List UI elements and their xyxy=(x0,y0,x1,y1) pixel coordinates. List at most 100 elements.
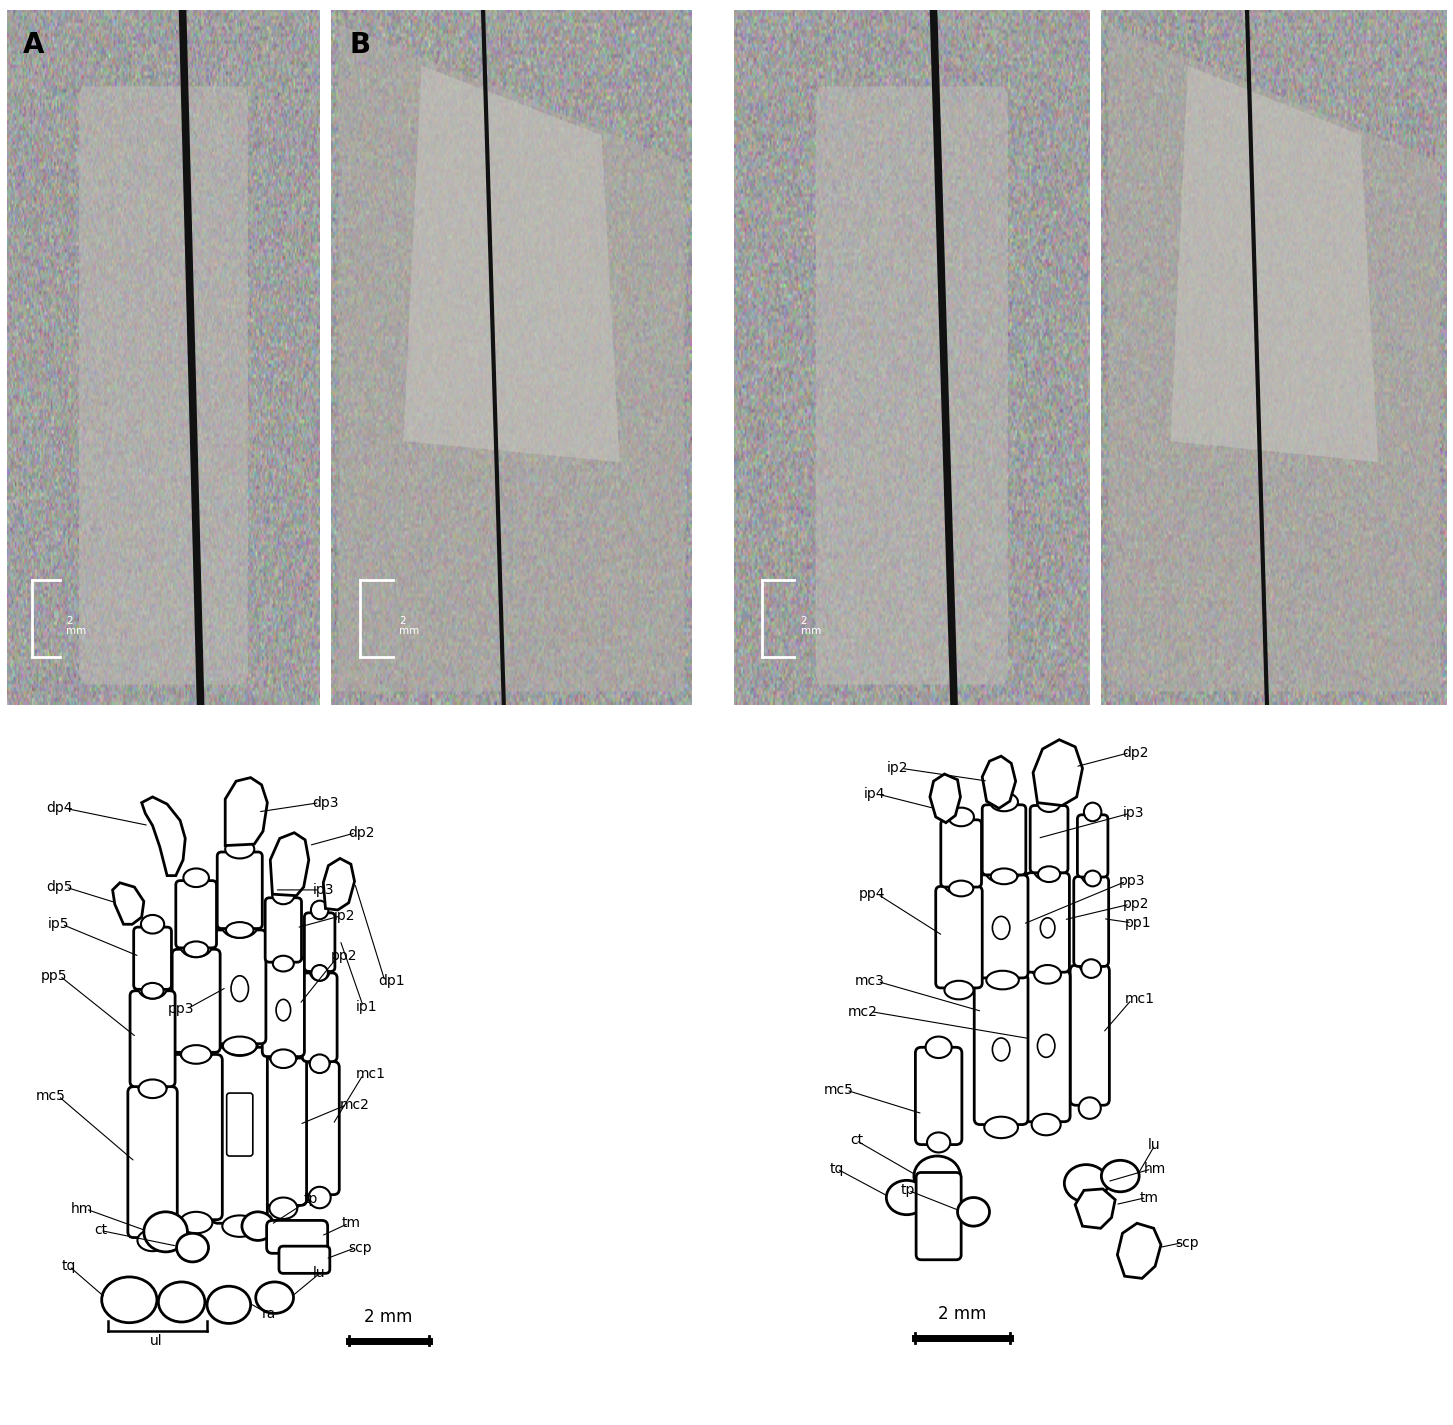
Ellipse shape xyxy=(944,980,974,999)
Polygon shape xyxy=(225,778,267,845)
Text: ct: ct xyxy=(850,1133,863,1147)
Text: ip2: ip2 xyxy=(886,761,908,775)
FancyBboxPatch shape xyxy=(131,990,174,1087)
Ellipse shape xyxy=(989,792,1019,811)
Ellipse shape xyxy=(949,881,974,896)
Text: ct: ct xyxy=(94,1224,108,1237)
FancyBboxPatch shape xyxy=(170,1054,222,1220)
Ellipse shape xyxy=(222,915,257,938)
Ellipse shape xyxy=(949,808,974,826)
Ellipse shape xyxy=(138,976,167,999)
FancyBboxPatch shape xyxy=(974,973,1027,1124)
Ellipse shape xyxy=(926,1036,952,1057)
Text: mc5: mc5 xyxy=(824,1083,854,1097)
Text: hm: hm xyxy=(1145,1161,1167,1176)
FancyBboxPatch shape xyxy=(1026,872,1069,972)
Ellipse shape xyxy=(886,1180,927,1214)
Polygon shape xyxy=(113,882,144,925)
FancyBboxPatch shape xyxy=(942,819,982,886)
FancyBboxPatch shape xyxy=(78,87,248,684)
Text: tp: tp xyxy=(304,1191,318,1206)
FancyBboxPatch shape xyxy=(267,1220,327,1254)
Text: pp3: pp3 xyxy=(169,1002,195,1016)
Ellipse shape xyxy=(183,868,209,886)
Polygon shape xyxy=(323,858,355,911)
Text: 2 mm: 2 mm xyxy=(365,1308,413,1327)
FancyBboxPatch shape xyxy=(299,1062,339,1194)
FancyBboxPatch shape xyxy=(260,1057,307,1206)
Ellipse shape xyxy=(241,1211,273,1240)
Text: dp1: dp1 xyxy=(378,975,404,989)
Text: mc5: mc5 xyxy=(35,1089,65,1103)
Ellipse shape xyxy=(273,956,294,972)
FancyBboxPatch shape xyxy=(976,875,1027,978)
Text: A: A xyxy=(23,31,45,58)
Text: dp3: dp3 xyxy=(312,795,339,809)
Text: pp2: pp2 xyxy=(1123,898,1149,911)
Text: tm: tm xyxy=(1139,1190,1158,1204)
FancyBboxPatch shape xyxy=(305,913,334,972)
Ellipse shape xyxy=(992,1037,1010,1060)
Ellipse shape xyxy=(225,839,254,858)
Polygon shape xyxy=(339,24,684,691)
Text: tq: tq xyxy=(830,1161,844,1176)
Text: ip1: ip1 xyxy=(356,999,378,1013)
FancyBboxPatch shape xyxy=(915,1173,962,1260)
Ellipse shape xyxy=(182,1045,211,1063)
Text: tp: tp xyxy=(901,1183,915,1197)
Ellipse shape xyxy=(1078,948,1101,973)
Text: pp3: pp3 xyxy=(1119,875,1145,888)
Text: B: B xyxy=(349,31,371,58)
FancyBboxPatch shape xyxy=(212,1047,267,1223)
Ellipse shape xyxy=(1101,1160,1139,1191)
Ellipse shape xyxy=(222,1036,257,1054)
Text: dp2: dp2 xyxy=(349,825,375,839)
Text: mc2: mc2 xyxy=(847,1005,878,1019)
Text: pp4: pp4 xyxy=(859,888,885,901)
Ellipse shape xyxy=(309,958,330,980)
Text: ul: ul xyxy=(150,1334,163,1348)
Text: 2
mm: 2 mm xyxy=(65,616,86,637)
Ellipse shape xyxy=(185,942,208,958)
Text: ra: ra xyxy=(262,1307,276,1321)
Ellipse shape xyxy=(141,915,164,933)
Ellipse shape xyxy=(180,1211,212,1233)
FancyBboxPatch shape xyxy=(173,949,221,1052)
Ellipse shape xyxy=(221,1030,259,1056)
FancyBboxPatch shape xyxy=(302,973,337,1062)
FancyBboxPatch shape xyxy=(128,1087,177,1237)
Ellipse shape xyxy=(944,871,974,895)
FancyBboxPatch shape xyxy=(218,852,262,929)
Ellipse shape xyxy=(1037,866,1061,882)
FancyBboxPatch shape xyxy=(1030,805,1068,872)
Ellipse shape xyxy=(158,1282,205,1322)
Ellipse shape xyxy=(1078,1097,1101,1119)
Ellipse shape xyxy=(256,1282,294,1314)
Ellipse shape xyxy=(1040,918,1055,938)
Ellipse shape xyxy=(206,1287,250,1324)
Ellipse shape xyxy=(270,1049,296,1069)
FancyBboxPatch shape xyxy=(1077,815,1107,876)
Ellipse shape xyxy=(927,1133,950,1153)
FancyBboxPatch shape xyxy=(1023,970,1069,1121)
Ellipse shape xyxy=(311,965,328,980)
Ellipse shape xyxy=(985,859,1020,882)
Text: pp1: pp1 xyxy=(1125,916,1151,931)
FancyBboxPatch shape xyxy=(815,87,1008,684)
FancyBboxPatch shape xyxy=(176,881,216,948)
Ellipse shape xyxy=(276,999,291,1020)
Ellipse shape xyxy=(1033,858,1062,881)
Text: 2
mm: 2 mm xyxy=(400,616,420,637)
FancyBboxPatch shape xyxy=(915,1047,962,1144)
FancyBboxPatch shape xyxy=(936,886,982,988)
FancyBboxPatch shape xyxy=(279,1245,330,1274)
Ellipse shape xyxy=(914,1156,960,1196)
Polygon shape xyxy=(142,797,186,875)
FancyBboxPatch shape xyxy=(214,931,266,1043)
Text: mc3: mc3 xyxy=(854,975,885,989)
Text: ip5: ip5 xyxy=(48,918,68,932)
Polygon shape xyxy=(1109,24,1440,691)
Text: scp: scp xyxy=(1175,1235,1199,1250)
Text: lu: lu xyxy=(312,1267,325,1280)
FancyBboxPatch shape xyxy=(264,898,302,962)
